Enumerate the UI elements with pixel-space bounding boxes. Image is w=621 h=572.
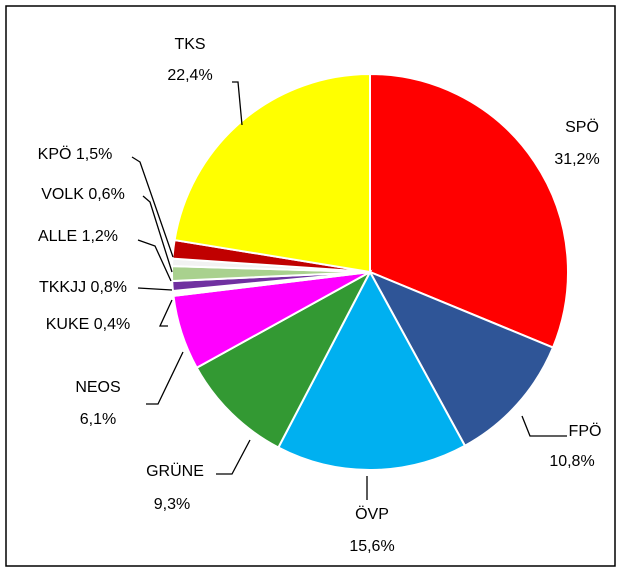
pie-slice <box>367 269 555 448</box>
data-label: ALLE 1,2% <box>38 228 118 245</box>
label-value: 22,4% <box>167 67 212 84</box>
label-value: 15,6% <box>349 538 394 555</box>
leader-line <box>521 415 567 437</box>
leader-line <box>137 287 173 291</box>
label-name: ÖVP <box>355 505 389 523</box>
leader-line <box>131 156 174 258</box>
data-label: VOLK 0,6% <box>41 186 125 203</box>
label-name: KPÖ <box>38 145 72 163</box>
label-value: 1,2% <box>82 228 118 245</box>
data-label: TKKJJ 0,8% <box>39 279 127 296</box>
leader-line <box>216 439 251 475</box>
leader-line <box>142 195 173 273</box>
label-name: KUKE <box>46 316 90 333</box>
label-name: ALLE <box>38 228 77 245</box>
label-name: GRÜNE <box>146 462 204 480</box>
label-name: FPÖ <box>569 422 602 440</box>
leader-line <box>146 351 184 405</box>
label-value: 9,3% <box>154 496 190 513</box>
pie-slice <box>369 72 569 349</box>
leader-line <box>232 81 243 126</box>
label-name: VOLK <box>41 186 84 203</box>
label-value: 0,6% <box>88 186 124 203</box>
label-name: TKKJJ <box>39 279 86 296</box>
label-value: 1,5% <box>76 146 112 163</box>
leader-line <box>137 239 172 282</box>
data-label: KUKE 0,4% <box>46 316 131 333</box>
data-label: KPÖ 1,5% <box>38 145 113 163</box>
label-value: 31,2% <box>554 151 599 168</box>
label-value: 6,1% <box>80 411 116 428</box>
label-name: SPÖ <box>565 118 599 136</box>
label-value: 0,4% <box>94 316 130 333</box>
pie-slice <box>195 269 373 449</box>
label-name: TKS <box>174 36 205 53</box>
label-name: NEOS <box>75 379 120 396</box>
label-value: 10,8% <box>549 453 594 470</box>
label-value: 0,8% <box>91 279 127 296</box>
leader-line <box>158 299 173 327</box>
pie-slice <box>277 269 467 471</box>
